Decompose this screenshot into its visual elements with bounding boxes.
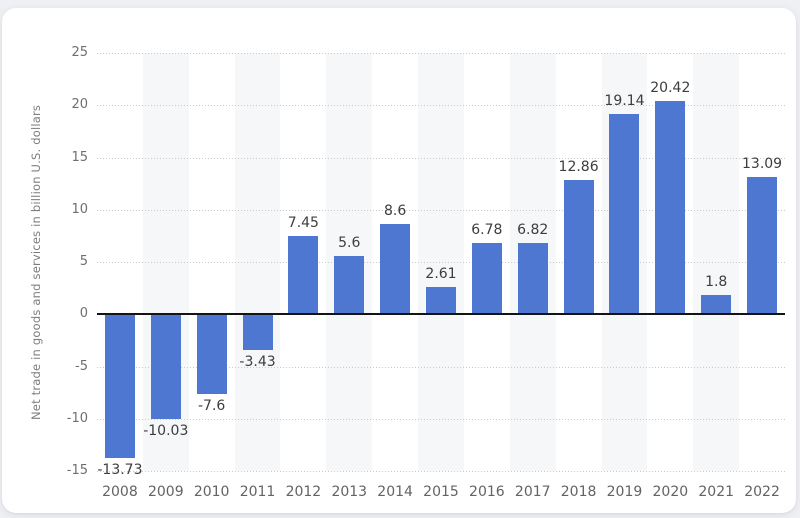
value-label: 7.45 (287, 215, 319, 232)
x-tick-label: 2019 (606, 484, 643, 500)
bar-2018[interactable] (563, 179, 594, 315)
grid-line (97, 53, 785, 54)
bar-2013[interactable] (334, 255, 365, 315)
x-tick-label: 2020 (652, 484, 689, 500)
x-tick-label: 2008 (102, 484, 138, 500)
x-tick-label: 2014 (377, 484, 413, 500)
bar-2009[interactable] (150, 314, 181, 420)
grid-line (97, 418, 785, 420)
bar-2011[interactable] (242, 314, 273, 351)
bar-2010[interactable] (196, 314, 227, 394)
grid-line (97, 209, 785, 211)
value-label: 6.78 (471, 222, 503, 239)
x-tick-label: 2013 (331, 484, 368, 500)
y-tick-label: 10 (71, 201, 88, 217)
x-tick-label: 2009 (147, 484, 184, 500)
value-label: -7.6 (197, 397, 226, 414)
x-tick-label: 2017 (514, 484, 551, 500)
x-tick-label: 2015 (423, 484, 459, 500)
value-label: -13.73 (97, 461, 143, 478)
y-tick-label: -5 (75, 358, 88, 374)
value-label: 5.6 (338, 234, 361, 251)
bar-2014[interactable] (380, 224, 411, 315)
chart-card: Net trade in goods and services in billi… (2, 8, 796, 513)
bar-2012[interactable] (288, 236, 319, 315)
zero-baseline (97, 313, 785, 316)
grid-line (97, 157, 785, 159)
y-tick-label: 0 (79, 306, 88, 322)
x-tick-label: 2021 (698, 484, 735, 500)
value-label: 6.82 (517, 221, 549, 238)
plot-area: Net trade in goods and services in billi… (29, 45, 785, 500)
value-label: 1.8 (705, 274, 728, 291)
y-tick-label: -10 (66, 410, 88, 426)
bar-2015[interactable] (426, 286, 456, 315)
y-tick-label: -15 (66, 463, 88, 478)
bar-2017[interactable] (517, 242, 548, 315)
bar-2021[interactable] (701, 295, 732, 315)
y-tick-label: 25 (71, 45, 88, 60)
x-tick-label: 2012 (285, 484, 322, 500)
bar-2020[interactable] (655, 100, 686, 315)
y-tick-label: 20 (71, 97, 88, 113)
value-label: -3.43 (239, 354, 276, 371)
x-tick-label: 2010 (193, 484, 230, 500)
y-tick-label: 5 (79, 254, 88, 269)
value-label: 8.6 (383, 203, 407, 220)
grid-line (97, 366, 785, 368)
y-tick-label: 15 (71, 149, 88, 165)
x-tick-label: 2016 (469, 484, 505, 500)
bar-2016[interactable] (471, 243, 502, 315)
value-label: 12.86 (558, 158, 599, 175)
grid-line (97, 471, 785, 472)
bar-2019[interactable] (609, 114, 640, 315)
grid-line (97, 262, 785, 263)
value-label: 2.61 (425, 265, 457, 282)
value-label: 20.42 (650, 79, 691, 96)
bar-2008[interactable] (104, 314, 135, 458)
x-tick-label: 2011 (239, 484, 276, 500)
value-label: 19.14 (604, 93, 645, 110)
bar-2022[interactable] (747, 177, 778, 315)
value-label: 13.09 (742, 156, 783, 173)
grid-line (97, 105, 785, 107)
x-tick-label: 2018 (560, 484, 597, 500)
value-label: -10.03 (143, 423, 189, 440)
x-tick-label: 2022 (744, 484, 780, 500)
